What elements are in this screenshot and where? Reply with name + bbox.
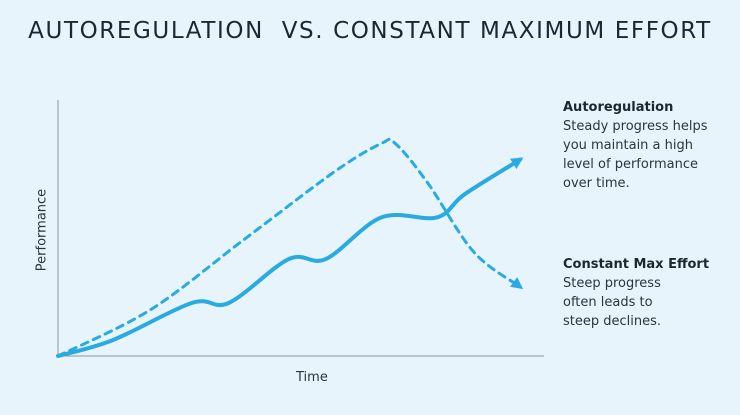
series-line-autoregulation: [56, 157, 522, 358]
data-point-autoregulation: [190, 301, 194, 305]
series-arrowhead-autoregulation: [510, 157, 524, 169]
data-point-constant-max-effort: [241, 239, 245, 243]
data-point-constant-max-effort: [518, 285, 522, 289]
annotation-autoregulation-line: Steady progress helps: [563, 119, 708, 134]
axes: [57, 100, 544, 357]
series-line-constant-max-effort: [56, 137, 522, 358]
data-point-constant-max-effort: [393, 141, 397, 145]
annotation-constant-max-effort-line: often leads to: [563, 295, 653, 310]
annotation-constant-max-effort-line: steep declines.: [563, 314, 662, 329]
annotation-autoregulation-line: over time.: [563, 176, 630, 191]
x-axis-label: Time: [296, 370, 328, 385]
annotation-constant-max-effort-line: Steep progress: [563, 276, 661, 291]
chart-title: AUTOREGULATION VS. CONSTANT MAXIMUM EFFO…: [28, 18, 712, 44]
annotation-constant-max-effort: Constant Max Effort Steep progress often…: [563, 255, 733, 331]
data-point-autoregulation: [518, 158, 522, 162]
data-point-constant-max-effort: [333, 169, 337, 173]
annotation-constant-max-effort-heading: Constant Max Effort: [563, 257, 710, 272]
data-point-autoregulation: [463, 192, 467, 196]
annotation-autoregulation: Autoregulation Steady progress helps you…: [563, 98, 733, 193]
annotation-autoregulation-heading: Autoregulation: [563, 100, 674, 115]
data-point-autoregulation: [111, 338, 115, 342]
data-point-autoregulation: [287, 257, 291, 261]
annotation-autoregulation-line: level of performance: [563, 157, 698, 172]
data-point-constant-max-effort: [472, 250, 476, 254]
data-point-autoregulation: [324, 257, 328, 261]
data-point-constant-max-effort: [148, 308, 152, 312]
data-point-autoregulation: [227, 301, 231, 305]
data-point-autoregulation: [435, 215, 439, 219]
annotation-autoregulation-line: you maintain a high: [563, 138, 693, 153]
data-point-constant-max-effort: [56, 354, 60, 358]
y-axis-label: Performance: [34, 188, 50, 272]
data-point-constant-max-effort: [426, 181, 430, 185]
series-layer: [56, 137, 524, 358]
series-arrowhead-constant-max-effort: [510, 277, 524, 290]
data-point-constant-max-effort: [379, 141, 383, 145]
data-point-autoregulation: [379, 215, 383, 219]
